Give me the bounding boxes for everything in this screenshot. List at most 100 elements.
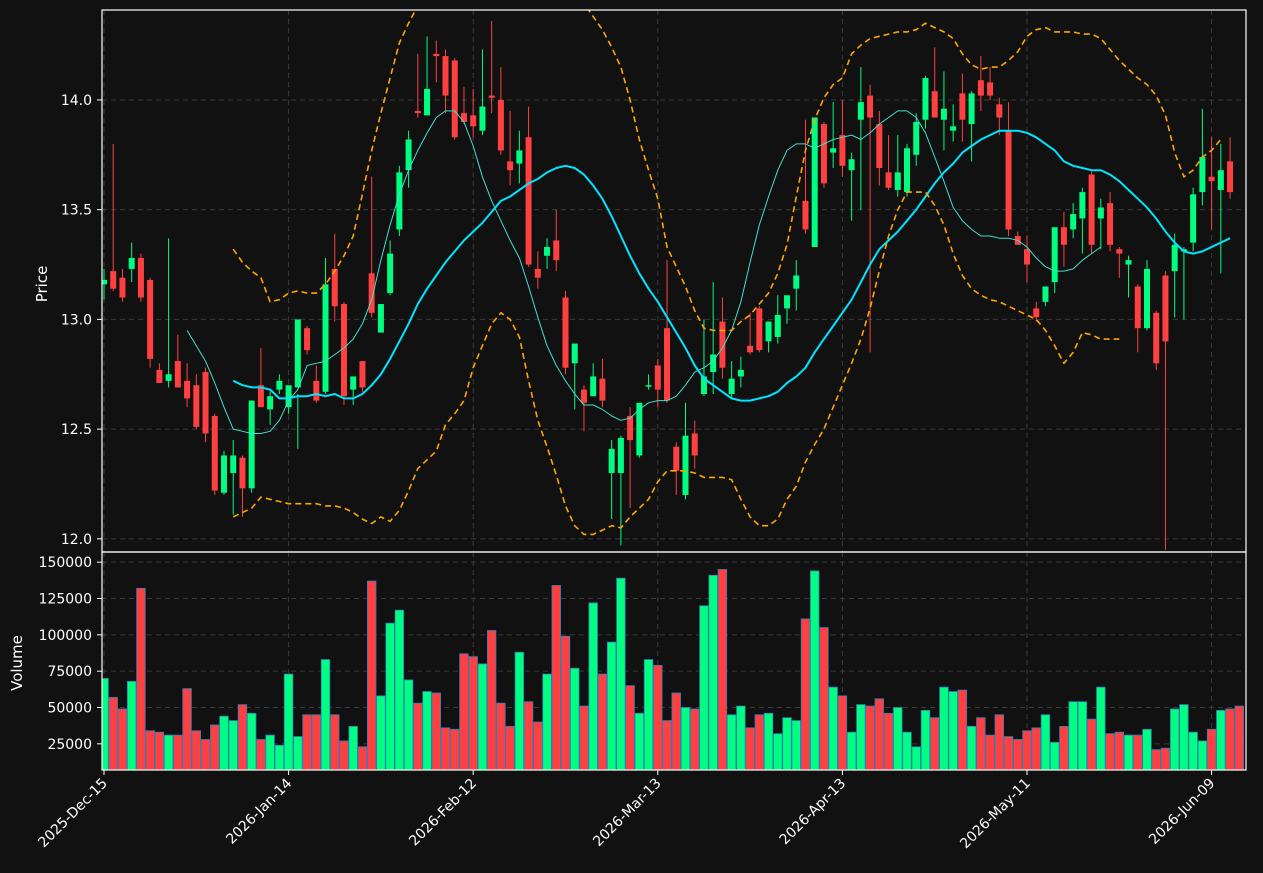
volume-bar xyxy=(551,585,561,770)
candle-body xyxy=(1134,286,1141,329)
volume-bar xyxy=(616,577,626,770)
price-tick-label: 13.5 xyxy=(61,203,92,219)
volume-bar xyxy=(625,685,635,770)
volume-tick-label: 125000 xyxy=(39,592,92,608)
price-panel: 12.0 12.5 13.0 13.5 14.0 xyxy=(61,9,1247,553)
candle-body xyxy=(460,113,467,122)
candle-body xyxy=(331,268,338,307)
volume-axis-title: Volume xyxy=(8,635,26,691)
candle-body xyxy=(682,435,689,495)
volume-bar xyxy=(102,678,109,770)
volume-bar xyxy=(976,717,986,770)
upper-band-line xyxy=(232,10,1222,332)
candle-body xyxy=(497,99,504,151)
candle-body xyxy=(257,385,264,408)
candle-body xyxy=(1033,308,1040,318)
lower-band-line xyxy=(232,191,1120,536)
candle-body xyxy=(913,121,920,155)
volume-bar xyxy=(320,659,331,770)
candle-body xyxy=(645,385,652,387)
volume-bar xyxy=(1216,710,1226,770)
candle-body xyxy=(996,104,1003,118)
volume-bar xyxy=(902,731,912,770)
volume-bar xyxy=(385,622,395,770)
candle-body xyxy=(590,376,597,397)
candle-body xyxy=(719,321,726,368)
candle-body xyxy=(267,396,274,410)
candle-body xyxy=(174,361,181,388)
volume-bar xyxy=(680,707,691,770)
candle-body xyxy=(248,400,255,489)
volume-bar xyxy=(505,726,515,770)
volume-bar xyxy=(1160,747,1171,770)
candle-body xyxy=(553,240,560,261)
candle-body xyxy=(1079,192,1086,219)
candle-body xyxy=(230,455,237,474)
volume-bar xyxy=(376,695,386,770)
volume-bar xyxy=(366,580,377,770)
candle-body xyxy=(977,80,984,96)
price-tick-label: 13.0 xyxy=(61,312,92,328)
volume-bar xyxy=(237,704,248,770)
candle-body xyxy=(368,273,375,313)
volume-bar xyxy=(883,712,894,770)
volume-tick-label: 150000 xyxy=(39,555,92,571)
candle-body xyxy=(885,172,892,188)
volume-bar xyxy=(403,679,414,770)
volume-bar xyxy=(339,740,349,770)
volume-bar xyxy=(117,708,128,770)
candle-body xyxy=(820,124,827,184)
candle-body xyxy=(193,385,200,427)
volume-bar xyxy=(394,609,405,770)
volume-bar xyxy=(477,663,488,770)
volume-bar xyxy=(126,680,137,770)
volume-bar xyxy=(865,705,875,770)
volume-bar xyxy=(856,704,866,770)
candle-body xyxy=(479,106,486,131)
candle-body xyxy=(922,78,929,120)
candle-body xyxy=(451,60,458,138)
candle-body xyxy=(488,95,495,98)
volume-bar xyxy=(643,659,654,770)
candle-body xyxy=(830,148,837,153)
volume-bar xyxy=(1022,730,1032,770)
candle-body xyxy=(516,150,523,164)
volume-bar xyxy=(145,730,155,770)
volume-bars xyxy=(102,569,1244,770)
volume-tick-label: 50000 xyxy=(47,701,92,717)
x-tick-label: 2025-Dec-15 xyxy=(35,776,110,851)
volume-bar xyxy=(948,691,958,770)
candle-body xyxy=(1143,268,1150,329)
candle-body xyxy=(654,365,661,390)
volume-bar xyxy=(819,627,829,770)
candle-body xyxy=(128,257,135,269)
candle-body xyxy=(636,402,643,456)
volume-bar xyxy=(330,714,340,770)
candle-body xyxy=(1171,244,1178,272)
price-axis-title: Price xyxy=(33,266,51,303)
candle-body xyxy=(165,374,172,381)
candle-body xyxy=(571,343,578,364)
volume-bar xyxy=(1179,704,1189,770)
volume-bar xyxy=(930,717,940,770)
volume-bar xyxy=(302,714,312,770)
candle-body xyxy=(673,446,680,471)
volume-bar xyxy=(486,630,497,770)
volume-bar xyxy=(708,574,718,770)
candle-body xyxy=(784,295,791,309)
volume-bar xyxy=(265,734,275,770)
volume-bar xyxy=(579,705,589,770)
volume-bar xyxy=(1133,734,1143,770)
candle-body xyxy=(137,257,144,298)
volume-bar xyxy=(256,739,266,770)
candle-body xyxy=(1190,194,1197,243)
volume-bar xyxy=(1059,726,1069,770)
volume-bar xyxy=(108,696,118,770)
volume-bar xyxy=(606,641,617,770)
volume-bar xyxy=(210,724,220,770)
volume-bar xyxy=(911,746,921,770)
candle-body xyxy=(664,328,671,401)
sma-short-line xyxy=(186,110,1102,434)
candle-body xyxy=(950,126,957,131)
